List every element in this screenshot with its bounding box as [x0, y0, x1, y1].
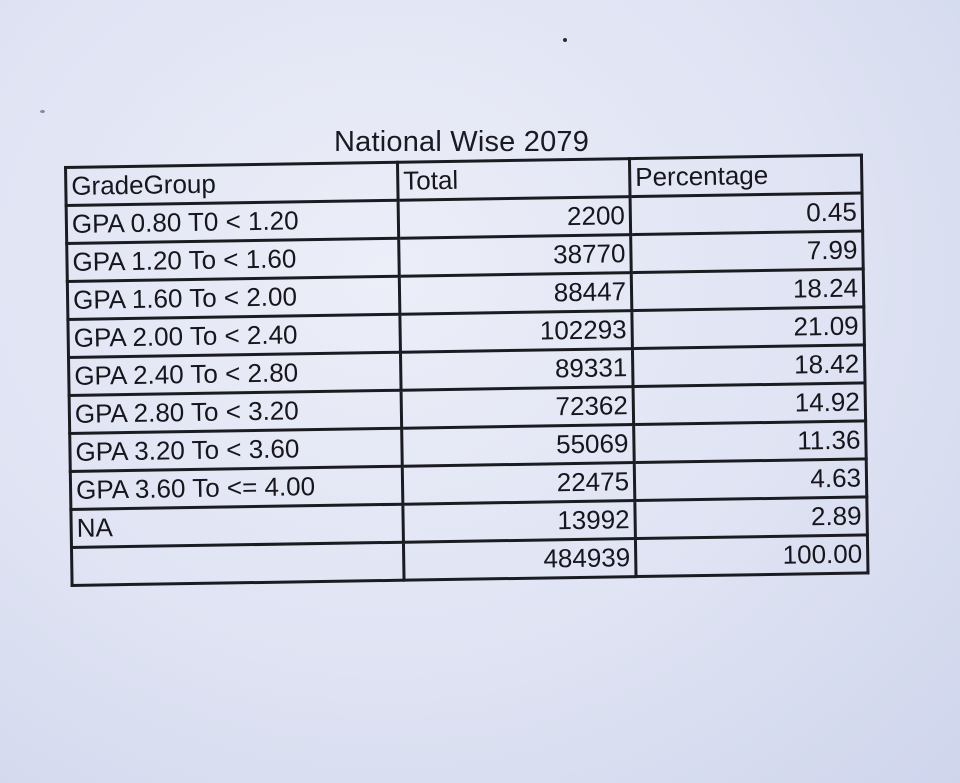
page-title: National Wise 2079 — [334, 126, 590, 158]
percentage-cell: 0.45 — [630, 192, 863, 235]
percentage-cell: 18.24 — [631, 268, 864, 311]
grade-group-cell — [71, 542, 405, 586]
grand-total-cell: 484939 — [403, 538, 637, 581]
grade-group-cell: GPA 2.40 To < 2.80 — [68, 352, 402, 396]
percentage-cell: 7.99 — [630, 230, 864, 273]
paper-speck — [563, 38, 567, 42]
column-header-total: Total — [397, 158, 631, 201]
total-cell: 22475 — [402, 462, 635, 505]
percentage-cell: 18.42 — [632, 344, 866, 387]
percentage-cell: 11.36 — [633, 420, 867, 463]
total-cell: 88447 — [399, 272, 632, 315]
column-header-grade-group: GradeGroup — [65, 162, 399, 206]
grade-group-cell: GPA 1.60 To < 2.00 — [67, 276, 400, 320]
column-header-percentage: Percentage — [629, 154, 863, 197]
grade-group-cell: GPA 3.20 To < 3.60 — [69, 428, 403, 472]
percentage-cell: 21.09 — [631, 306, 865, 349]
grade-group-cell: GPA 3.60 To <= 4.00 — [70, 466, 403, 510]
grade-table-container: GradeGroup Total Percentage GPA 0.80 T0 … — [64, 153, 870, 586]
total-cell: 13992 — [402, 500, 636, 543]
total-cell: 38770 — [398, 234, 632, 277]
paper-speck — [40, 110, 45, 113]
grade-group-cell: GPA 0.80 T0 < 1.20 — [66, 200, 399, 244]
total-cell: 102293 — [399, 310, 633, 353]
total-cell: 55069 — [401, 424, 635, 467]
grade-group-cell: GPA 2.80 To < 3.20 — [69, 390, 402, 434]
percentage-cell: 14.92 — [633, 382, 866, 425]
total-cell: 72362 — [401, 386, 634, 429]
grade-group-cell: GPA 2.00 To < 2.40 — [67, 314, 401, 358]
percentage-cell: 2.89 — [634, 496, 868, 539]
total-cell: 2200 — [398, 196, 631, 239]
grade-group-cell: GPA 1.20 To < 1.60 — [66, 238, 400, 282]
grade-group-cell: NA — [70, 504, 404, 548]
grand-percentage-cell: 100.00 — [635, 534, 868, 577]
total-cell: 89331 — [400, 348, 634, 391]
percentage-cell: 4.63 — [634, 458, 867, 501]
grade-table: GradeGroup Total Percentage GPA 0.80 T0 … — [64, 153, 870, 586]
